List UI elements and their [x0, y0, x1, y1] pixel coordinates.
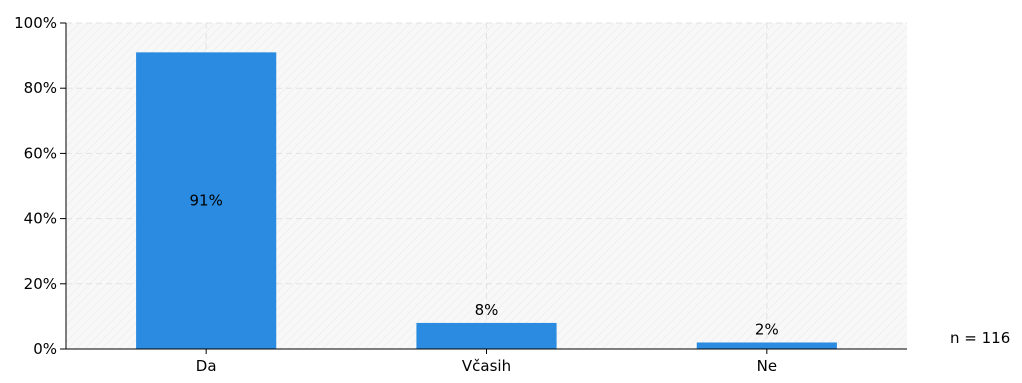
- data-label: 2%: [755, 320, 779, 338]
- bars: [136, 52, 837, 350]
- y-tick-label: 80%: [24, 79, 57, 97]
- data-labels: 91% 8% 2%: [189, 192, 778, 339]
- y-tick-label: 40%: [24, 210, 57, 228]
- x-tick-label: Včasih: [462, 357, 511, 375]
- x-tick-label: Da: [196, 357, 217, 375]
- y-tick-label: 20%: [24, 275, 57, 293]
- y-tick-label: 60%: [24, 144, 57, 162]
- sample-size-label: n = 116: [950, 329, 1011, 347]
- data-label: 8%: [475, 301, 499, 319]
- bar-da: [136, 52, 277, 350]
- y-tick-label: 100%: [14, 14, 57, 32]
- axes: Da Včasih Ne 0% 20% 40% 60% 80% 100%: [14, 14, 907, 375]
- data-label: 91%: [189, 192, 222, 210]
- x-tick-label: Ne: [757, 357, 777, 375]
- bar-včasih: [416, 322, 557, 349]
- y-tick-label: 0%: [33, 340, 57, 358]
- bar-ne: [696, 342, 837, 349]
